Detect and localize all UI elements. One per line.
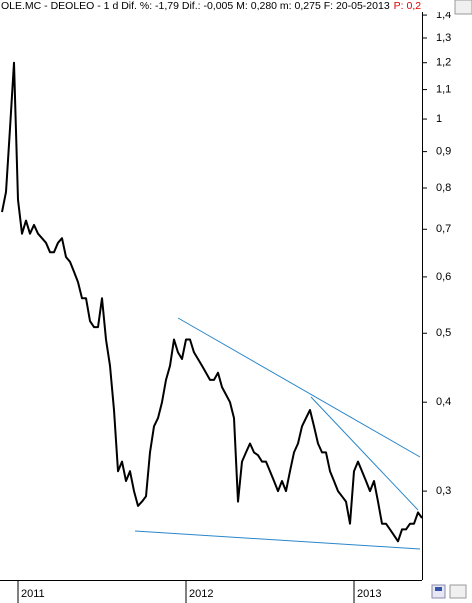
x-tick-label: 2011 — [21, 588, 45, 600]
y-tick-label: 0,5 — [436, 327, 451, 339]
menu-button[interactable] — [454, 0, 472, 15]
y-tick-label: 0,7 — [436, 223, 451, 235]
y-tick-label: 1,2 — [436, 57, 451, 69]
trend-line — [310, 396, 419, 511]
y-tick-label: 0,4 — [436, 396, 451, 408]
trend-line — [177, 317, 421, 458]
x-tick-label: 2013 — [357, 588, 381, 600]
y-tick-label: 0,3 — [436, 485, 451, 497]
y-tick-label: 0,6 — [436, 271, 451, 283]
chart-title: OLE.MC - DEOLEO - 1 d Dif. %: -1,79 Dif.… — [1, 0, 390, 12]
y-tick-label: 1 — [436, 113, 442, 125]
y-tick-label: 0,9 — [436, 146, 451, 158]
last-price: P: 0,2 — [394, 0, 422, 12]
save-icon — [435, 587, 442, 591]
price-line — [1, 61, 423, 543]
save-button[interactable] — [431, 584, 446, 599]
y-tick-label: 1,3 — [436, 32, 451, 44]
trend-line — [134, 530, 421, 550]
dock-button[interactable] — [449, 584, 467, 599]
header-bar — [0, 0, 472, 12]
y-tick-label: 0,8 — [436, 182, 451, 194]
y-tick-label: 1,1 — [436, 84, 451, 96]
x-tick-label: 2012 — [189, 588, 213, 600]
header: OLE.MC - DEOLEO - 1 d Dif. %: -1,79 Dif.… — [1, 0, 421, 12]
